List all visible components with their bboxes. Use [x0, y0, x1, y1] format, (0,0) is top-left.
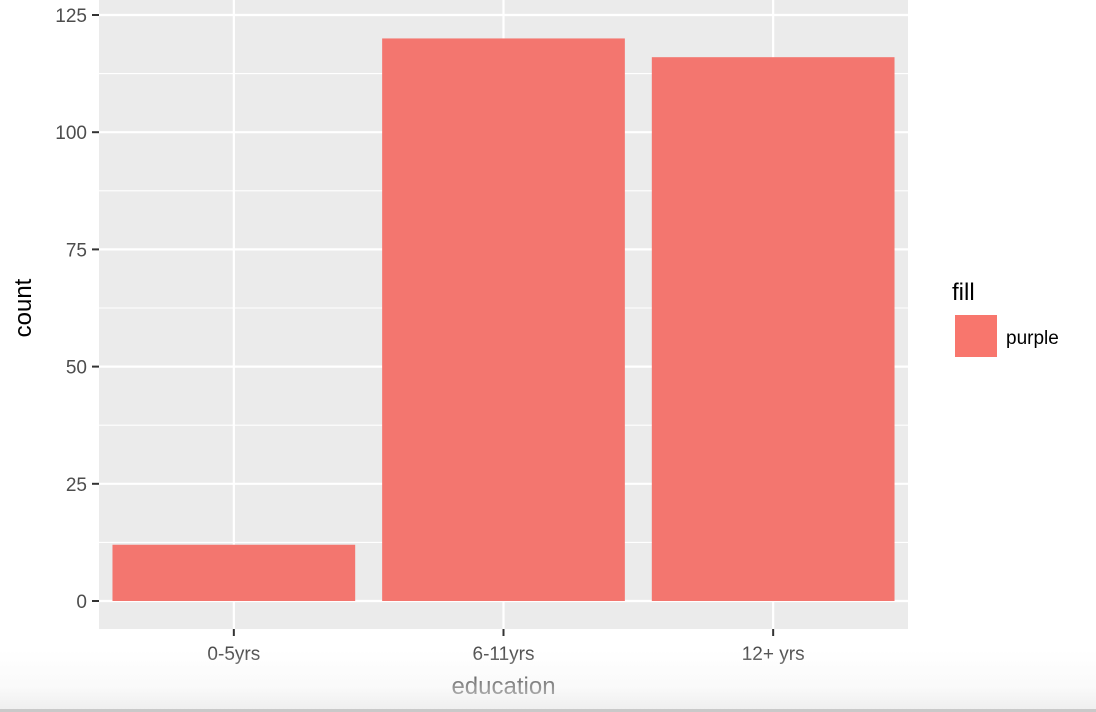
legend-label-purple: purple: [1006, 328, 1059, 349]
y-tick-label: 25: [66, 475, 87, 496]
x-axis-title: education: [451, 673, 555, 700]
y-tick-label: 0: [76, 592, 87, 613]
x-tick-label: 0-5yrs: [207, 644, 260, 665]
bar-0-5yrs: [112, 544, 356, 601]
bars: [112, 38, 895, 601]
y-axis-title: count: [10, 278, 37, 337]
x-tick-label: 12+ yrs: [742, 644, 805, 665]
x-tick-label: 6-11yrs: [473, 644, 535, 665]
y-tick-label: 75: [66, 240, 87, 261]
y-tick-label: 100: [55, 123, 87, 144]
bar-6-11yrs: [382, 38, 625, 601]
window-bottom-edge: [0, 709, 1096, 712]
y-tick-label: 50: [66, 358, 87, 379]
legend: fill purple: [952, 279, 1059, 357]
bar-12-yrs: [651, 57, 895, 601]
legend-key-purple: [955, 315, 997, 357]
legend-title: fill: [952, 279, 975, 306]
y-tick-label: 125: [55, 6, 87, 27]
